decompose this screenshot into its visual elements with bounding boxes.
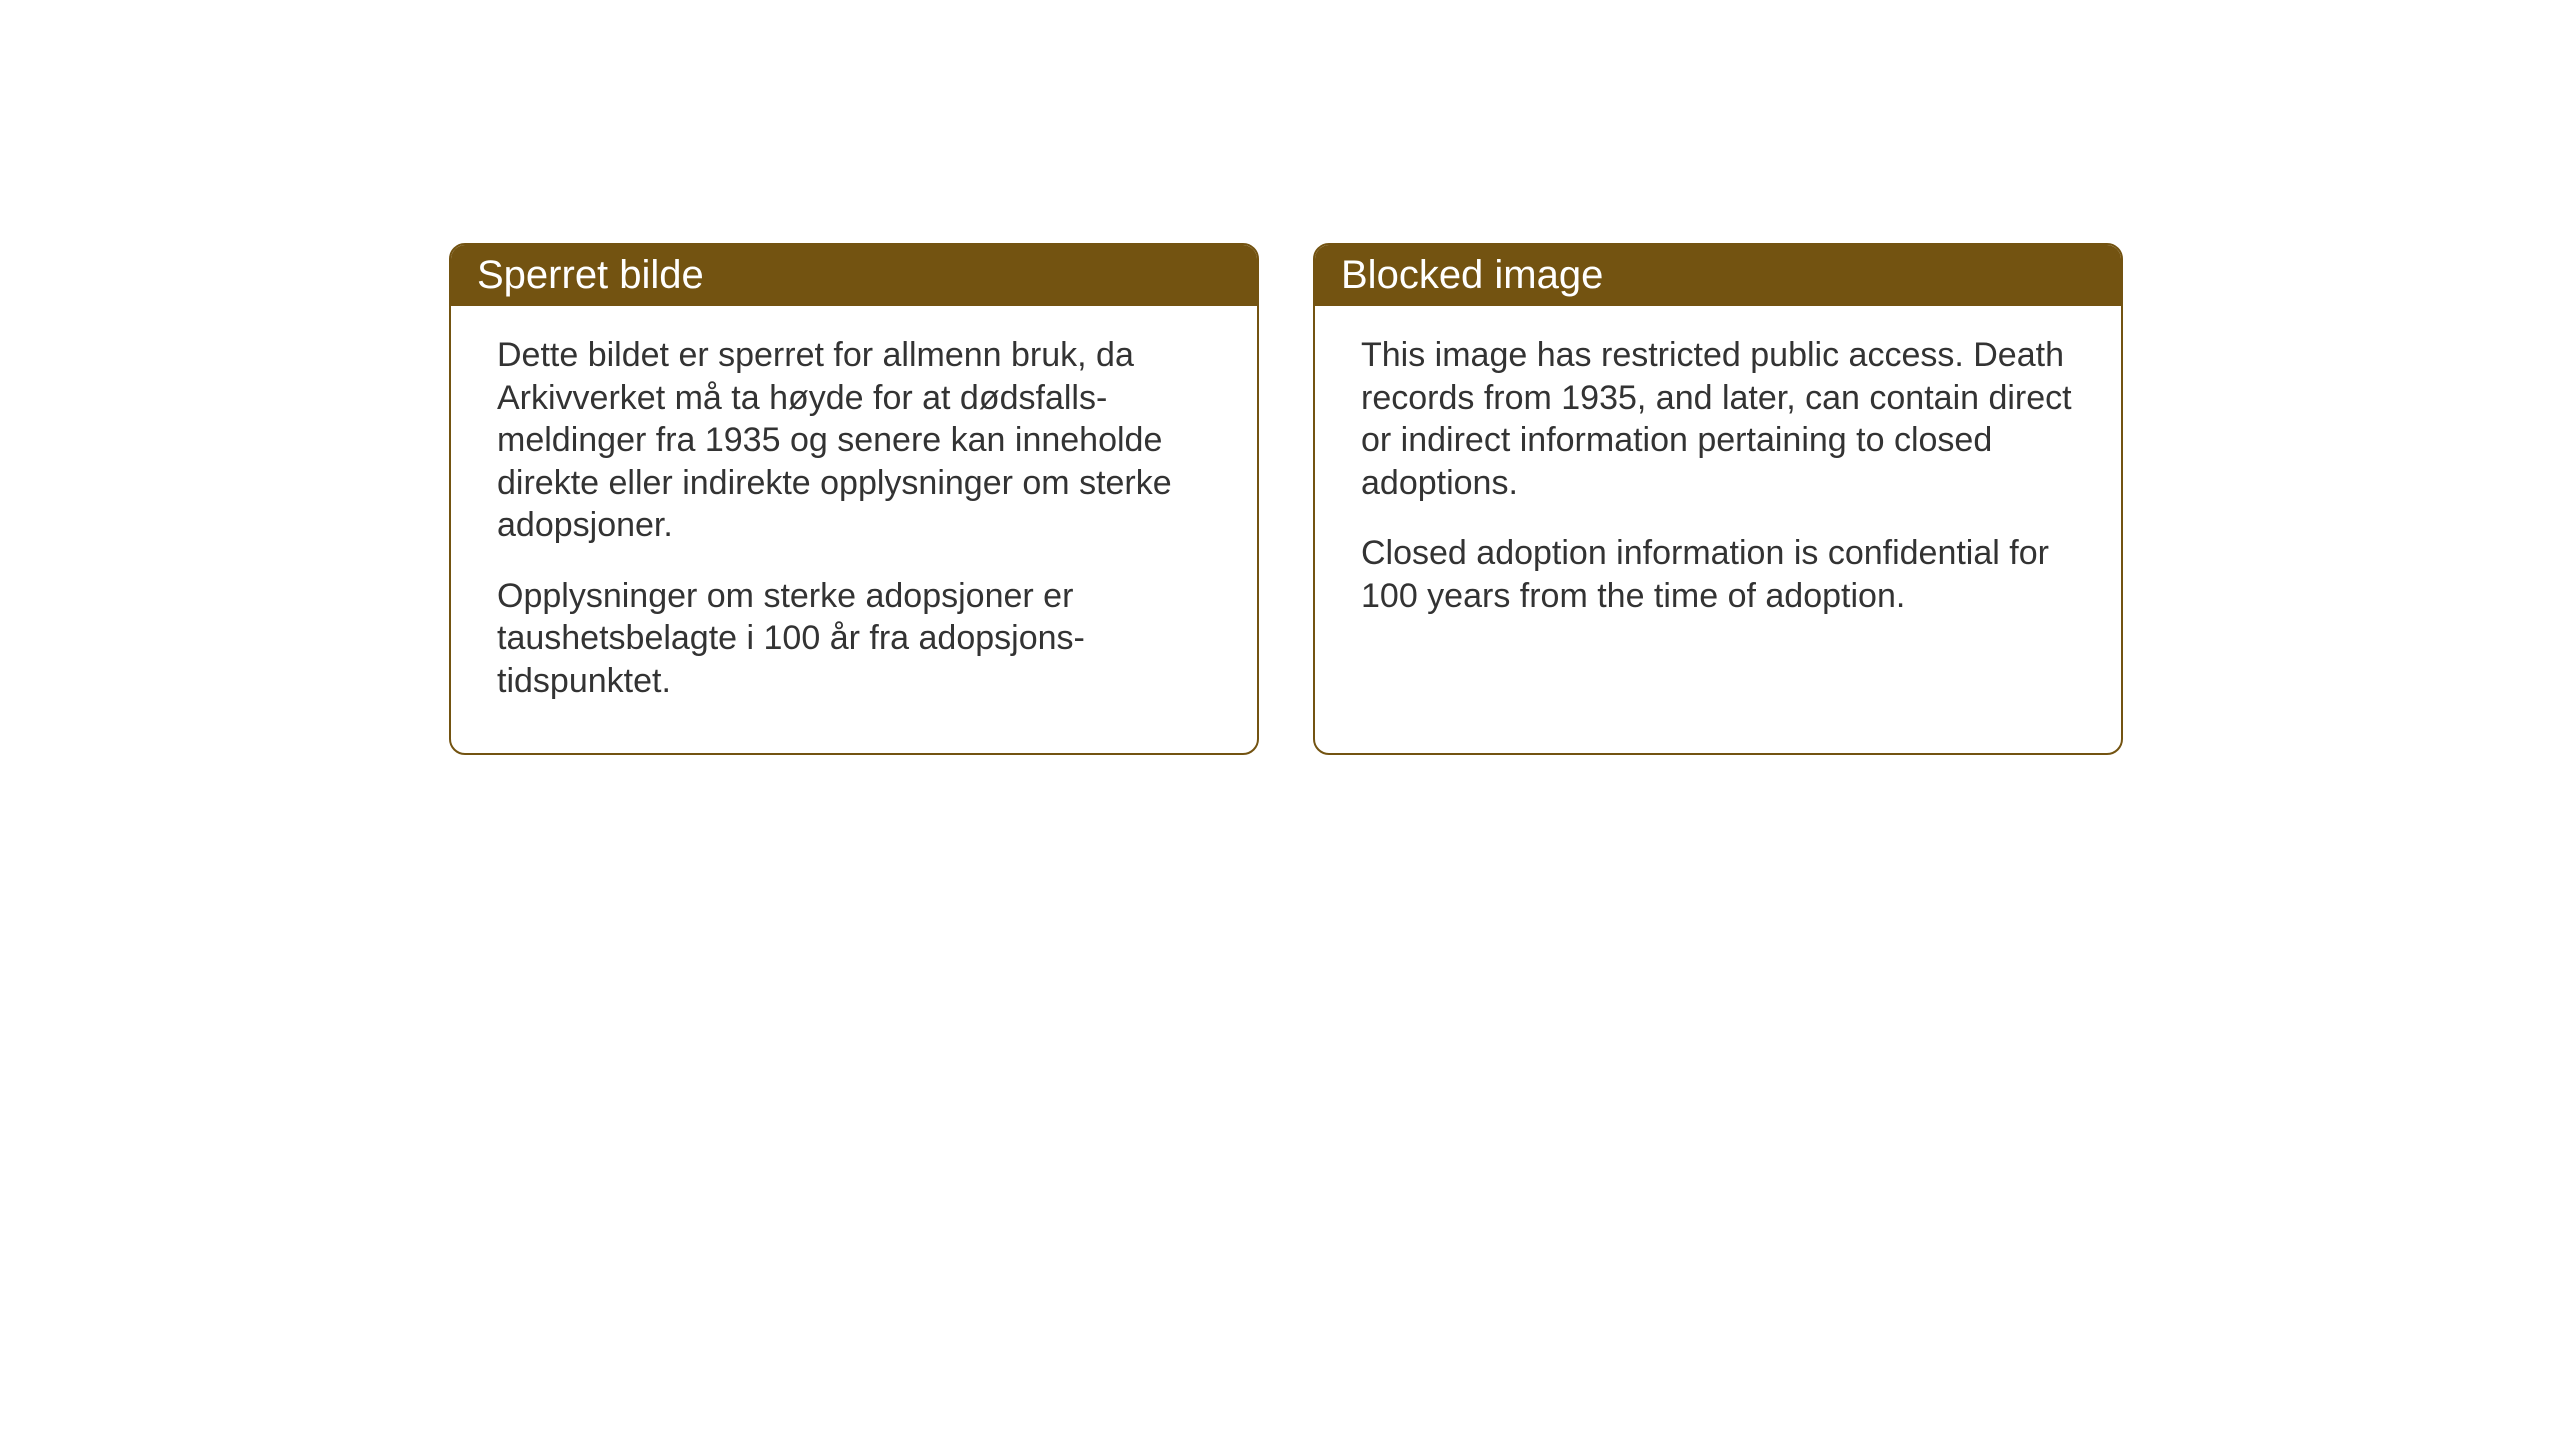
card-paragraph-english-2: Closed adoption information is confident… bbox=[1361, 532, 2075, 617]
card-paragraph-norwegian-1: Dette bildet er sperret for allmenn bruk… bbox=[497, 334, 1211, 547]
notice-card-english: Blocked image This image has restricted … bbox=[1313, 243, 2123, 755]
card-body-english: This image has restricted public access.… bbox=[1315, 306, 2121, 653]
card-title-english: Blocked image bbox=[1341, 253, 1603, 297]
card-header-norwegian: Sperret bilde bbox=[451, 245, 1257, 306]
card-header-english: Blocked image bbox=[1315, 245, 2121, 306]
card-body-norwegian: Dette bildet er sperret for allmenn bruk… bbox=[451, 306, 1257, 738]
card-paragraph-english-1: This image has restricted public access.… bbox=[1361, 334, 2075, 504]
card-title-norwegian: Sperret bilde bbox=[477, 253, 704, 297]
notice-cards-container: Sperret bilde Dette bildet er sperret fo… bbox=[449, 243, 2123, 755]
notice-card-norwegian: Sperret bilde Dette bildet er sperret fo… bbox=[449, 243, 1259, 755]
card-paragraph-norwegian-2: Opplysninger om sterke adopsjoner er tau… bbox=[497, 575, 1211, 703]
